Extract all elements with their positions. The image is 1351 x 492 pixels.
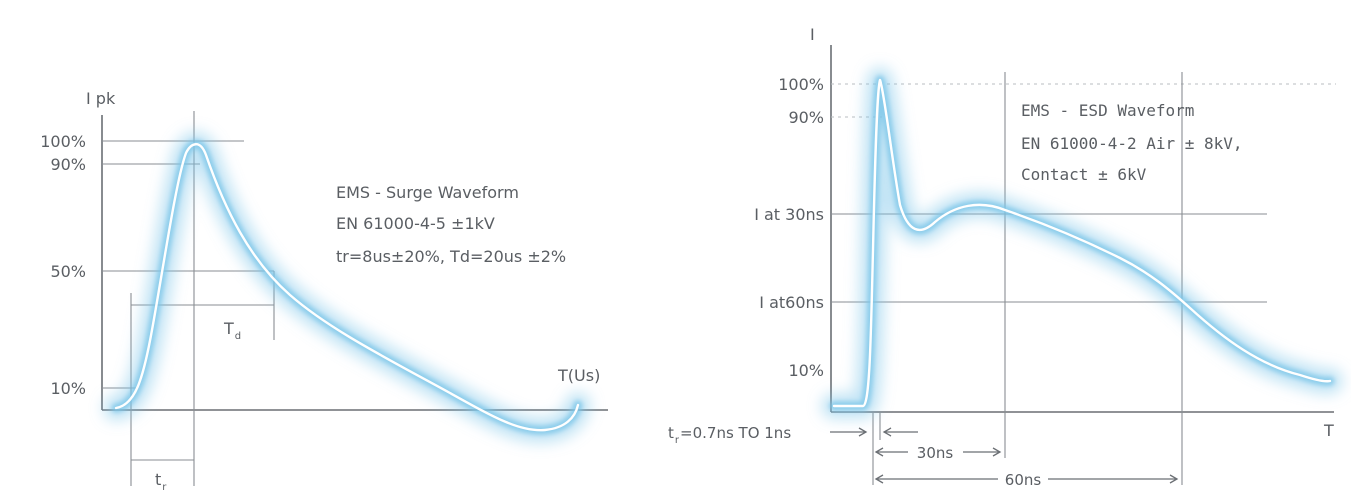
esd-label-10: 10% — [788, 361, 824, 380]
esd-curve — [821, 67, 1343, 419]
surge-tr-label: tr — [155, 470, 167, 492]
esd-60ns-arrow — [874, 474, 1179, 484]
esd-30ns-label: 30ns — [917, 444, 954, 462]
surge-td-label: Td — [223, 319, 241, 342]
surge-note-standard: EN 61000-4-5 ±1kV — [336, 214, 495, 233]
surge-label-100: 100% — [40, 132, 86, 151]
surge-label-90: 90% — [50, 155, 86, 174]
esd-tr-back-arrow — [882, 427, 918, 437]
surge-note-title: EMS - Surge Waveform — [336, 183, 519, 202]
esd-y-axis-label: I — [810, 25, 815, 44]
surge-label-50: 50% — [50, 262, 86, 281]
esd-x-axis-label: T — [1323, 421, 1334, 440]
esd-note-title: EMS - ESD Waveform — [1021, 101, 1194, 120]
esd-note-air: EN 61000-4-2 Air ± 8kV, — [1021, 134, 1243, 153]
esd-tr-arrow — [830, 427, 868, 437]
surge-x-axis-label: T(Us) — [557, 366, 600, 385]
surge-note-timing: tr=8us±20%, Td=20us ±2% — [336, 247, 566, 266]
esd-tr-label: tr=0.7ns TO 1ns — [668, 424, 791, 446]
esd-label-100: 100% — [778, 75, 824, 94]
esd-label-i30: I at 30ns — [754, 205, 824, 224]
esd-30ns-arrow — [874, 447, 1002, 457]
surge-label-10: 10% — [50, 379, 86, 398]
esd-label-90: 90% — [788, 108, 824, 127]
esd-60ns-label: 60ns — [1005, 471, 1042, 489]
surge-waveform-diagram: I pk 100% 90% 50% 10% T(Us) Td tr EMS - … — [40, 89, 608, 492]
surge-curve — [103, 131, 591, 444]
esd-waveform-diagram: I 100% 90% I at 30ns I at60ns 10% T tr=0… — [668, 25, 1343, 489]
esd-label-i60: I at60ns — [759, 293, 824, 312]
surge-y-axis-label: I pk — [86, 89, 116, 108]
esd-note-contact: Contact ± 6kV — [1021, 165, 1147, 184]
